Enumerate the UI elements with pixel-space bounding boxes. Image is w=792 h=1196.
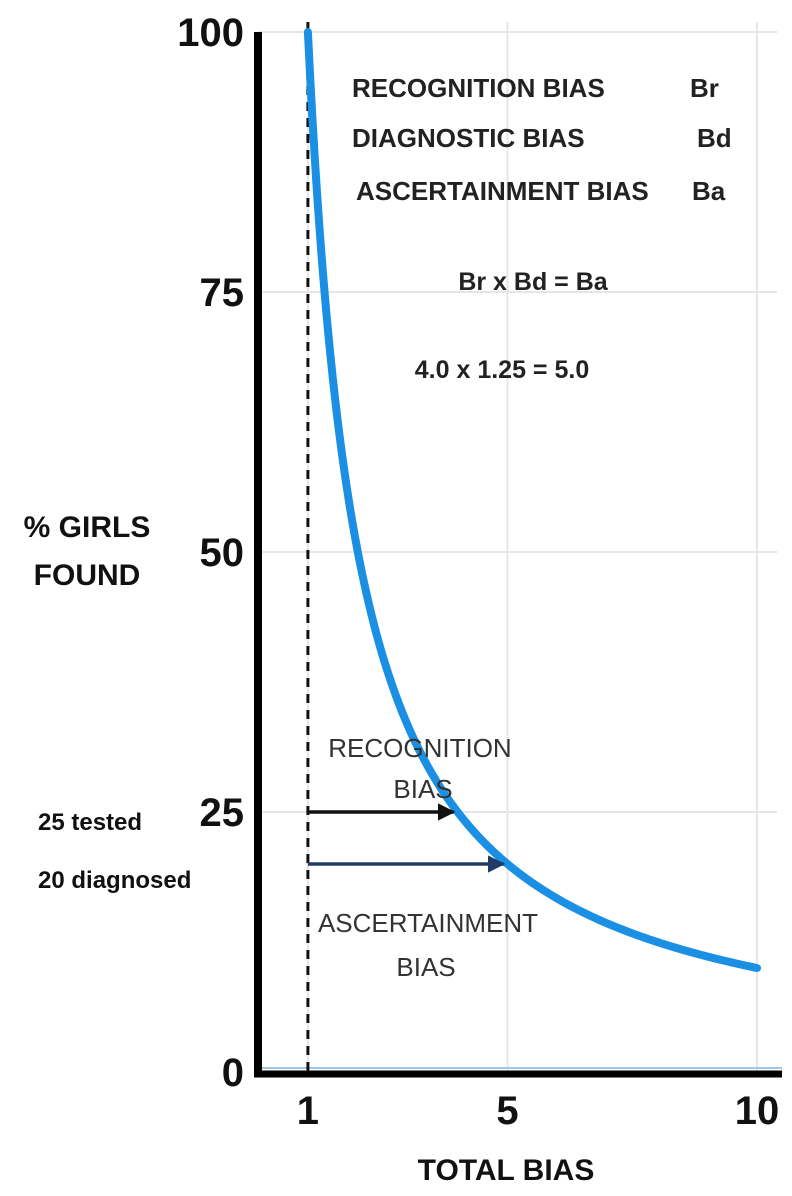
- legend-item-label: DIAGNOSTIC BIAS: [352, 123, 585, 153]
- recognition-bias-label: RECOGNITION: [328, 733, 511, 763]
- y-axis-title-line: FOUND: [34, 559, 141, 592]
- example-calculation-text: 4.0 x 1.25 = 5.0: [415, 356, 589, 384]
- legend-item-label: ASCERTAINMENT BIAS: [356, 176, 649, 206]
- y-tick-label: 100: [177, 11, 244, 55]
- y-tick-label: 75: [200, 271, 245, 315]
- diagnosed-count-label: 20 diagnosed: [38, 867, 191, 894]
- y-axis-title-line: % GIRLS: [24, 511, 151, 544]
- bias-curve-line: [303, 28, 761, 972]
- ascertainment-bias-label: ASCERTAINMENT: [318, 908, 538, 938]
- legend-item-label: RECOGNITION BIAS: [352, 73, 605, 103]
- y-tick-label: 25: [200, 791, 245, 835]
- x-tick-label: 5: [496, 1089, 518, 1133]
- legend-item-symbol: Br: [690, 73, 719, 103]
- x-tick-label: 1: [297, 1089, 319, 1133]
- tested-count-label: 25 tested: [38, 809, 142, 836]
- y-tick-label: 50: [200, 531, 245, 575]
- legend-item-symbol: Bd: [697, 123, 732, 153]
- ascertainment-bias-label: BIAS: [396, 952, 455, 982]
- y-tick-label: 0: [222, 1051, 244, 1095]
- formula-text: Br x Bd = Ba: [458, 268, 608, 296]
- recognition-bias-label: BIAS: [393, 774, 452, 804]
- x-axis-title: TOTAL BIAS: [418, 1154, 595, 1187]
- legend-item-symbol: Ba: [692, 176, 726, 206]
- x-tick-label: 10: [735, 1089, 780, 1133]
